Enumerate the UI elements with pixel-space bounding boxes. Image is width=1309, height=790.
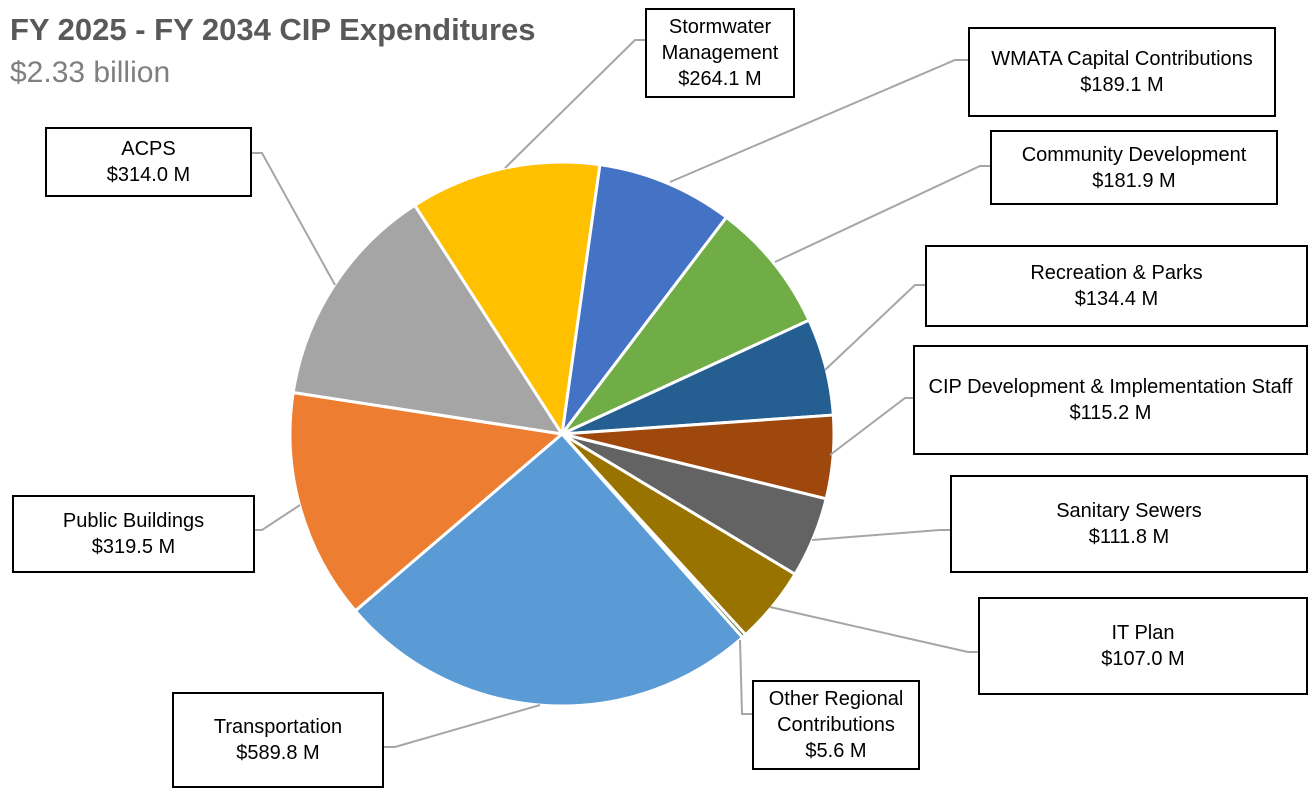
category-label: Transportation <box>213 716 343 738</box>
category-label: WMATA Capital Contributions <box>991 48 1253 70</box>
leader-line <box>824 284 925 371</box>
leader-line <box>739 639 752 715</box>
value-label: $181.9 M <box>1092 169 1176 192</box>
data-label-box: Transportation $589.8 M <box>172 692 384 788</box>
category-label: ACPS <box>121 138 176 160</box>
leader-line <box>252 152 336 286</box>
leader-line <box>384 704 541 748</box>
category-label: Public Buildings <box>62 510 205 532</box>
category-label: Other Regional Contributions <box>768 688 904 736</box>
category-label: Community Development <box>1021 143 1247 166</box>
value-label: $264.1 M <box>678 68 762 90</box>
category-label: CIP Development & Implementation Staff <box>928 376 1293 398</box>
pie-slice <box>353 432 745 708</box>
leader-line <box>811 529 950 541</box>
chart-title: FY 2025 - FY 2034 CIP Expenditures <box>10 12 536 47</box>
leader-line <box>769 606 978 653</box>
category-label: Stormwater Management <box>661 16 779 64</box>
value-label: $134.4 M <box>1074 288 1159 310</box>
value-label: $5.6 M <box>805 740 867 762</box>
category-label: Recreation & Parks <box>1030 262 1203 284</box>
value-label: $111.8 M <box>1088 526 1170 548</box>
value-label: $589.8 M <box>236 742 320 764</box>
data-label-box: Stormwater Management $264.1 M <box>645 8 795 98</box>
category-label: Sanitary Sewers <box>1056 500 1202 522</box>
leader-line <box>774 165 990 263</box>
data-label-box: Public Buildings $319.5 M <box>12 495 255 573</box>
pie-slice <box>560 215 811 436</box>
value-label: $189.1 M <box>1080 74 1164 96</box>
data-label-box: ACPS $314.0 M <box>45 127 252 197</box>
leader-line <box>504 39 645 169</box>
value-label: $115.2 M <box>1069 402 1152 424</box>
value-label: $314.0 M <box>106 164 191 186</box>
chart-subtitle: $2.33 billion <box>10 56 171 89</box>
value-label: $319.5 M <box>91 536 176 558</box>
pie-slice <box>413 160 602 436</box>
data-label-box: Recreation & Parks $134.4 M <box>925 245 1308 327</box>
pie-slice <box>560 163 728 436</box>
pie-slice <box>291 203 564 436</box>
data-label-box: Other Regional Contributions $5.6 M <box>752 680 920 770</box>
leader-line <box>829 397 913 456</box>
data-label-box: IT Plan $107.0 M <box>978 597 1308 695</box>
data-label-box: WMATA Capital Contributions $189.1 M <box>968 27 1276 117</box>
leader-line <box>669 59 968 183</box>
data-label-box: Sanitary Sewers $111.8 M <box>950 475 1308 573</box>
value-label: $107.0 M <box>1101 648 1185 670</box>
category-label: IT Plan <box>1111 622 1175 644</box>
pie-slice <box>288 391 564 613</box>
leader-line <box>255 504 301 531</box>
data-label-box: Community Development $181.9 M <box>990 130 1278 205</box>
data-label-box: CIP Development & Implementation Staff $1… <box>913 345 1308 455</box>
